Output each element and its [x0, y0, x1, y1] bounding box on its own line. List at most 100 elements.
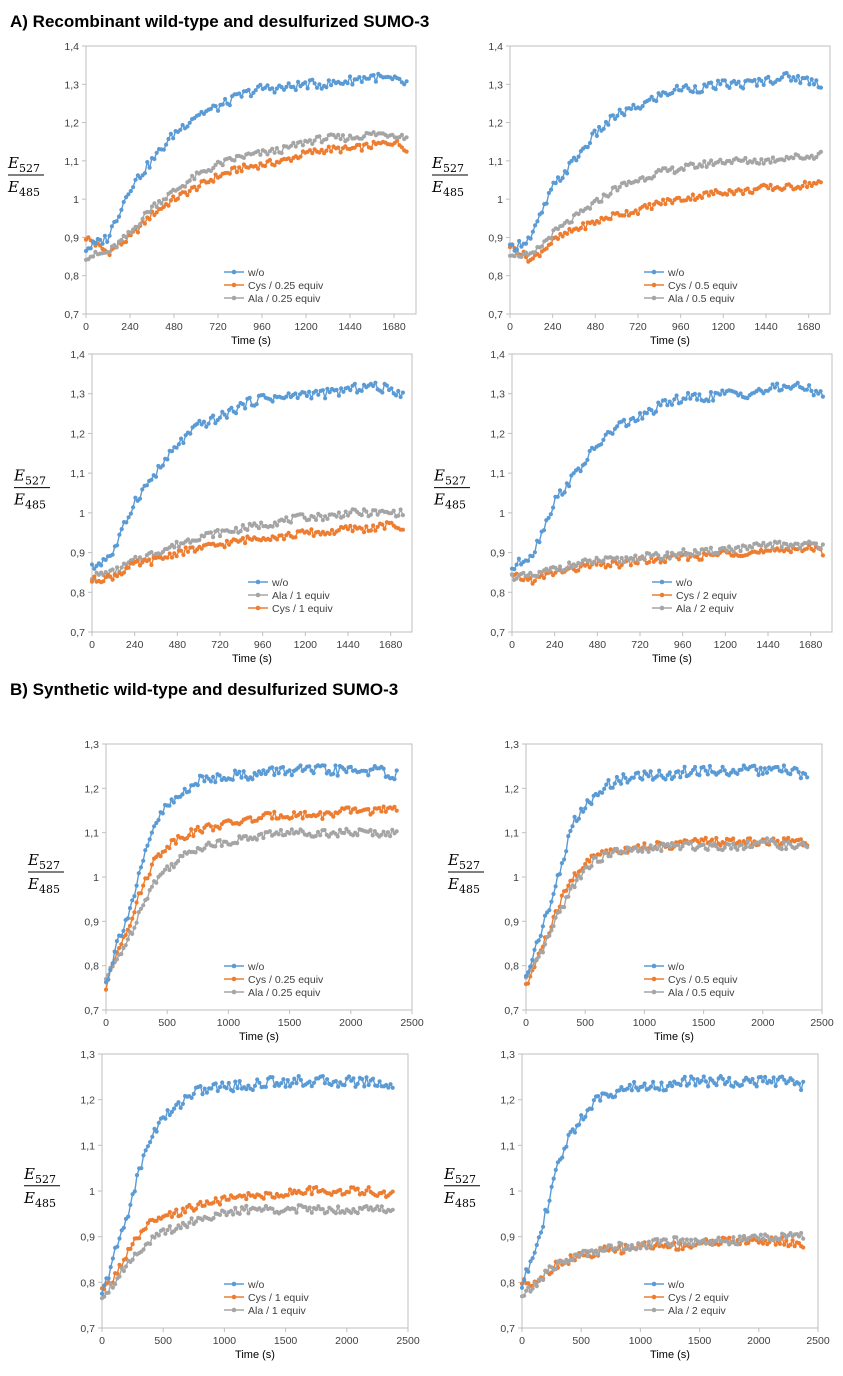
data-point — [119, 933, 124, 939]
data-point — [309, 1210, 314, 1215]
data-point — [792, 1244, 797, 1249]
data-point — [240, 536, 245, 541]
y-tick-label: 1,3 — [70, 389, 85, 401]
data-point — [535, 573, 540, 579]
data-point — [305, 86, 310, 91]
data-point — [243, 406, 248, 411]
data-point — [657, 843, 662, 848]
data-point — [180, 1206, 185, 1211]
legend-entry: w/o — [644, 1279, 685, 1291]
data-point — [680, 770, 685, 775]
x-tick-label: 2500 — [400, 1017, 424, 1029]
x-tick-label: 480 — [589, 639, 607, 651]
data-point — [562, 1260, 567, 1266]
y-tick-label: 0,7 — [64, 309, 79, 321]
data-point — [670, 201, 675, 206]
data-point — [720, 764, 725, 769]
data-point — [133, 495, 138, 500]
data-point — [176, 442, 181, 447]
data-point — [737, 1234, 742, 1239]
data-point — [691, 1242, 696, 1248]
data-point — [386, 1085, 391, 1090]
data-point — [272, 1083, 277, 1089]
data-point — [726, 842, 732, 847]
data-point — [270, 524, 275, 529]
data-point — [373, 528, 378, 533]
data-point — [547, 1198, 552, 1203]
data-point — [649, 408, 654, 413]
data-point — [622, 113, 627, 118]
data-point — [246, 87, 251, 92]
data-point — [573, 563, 579, 569]
data-point — [679, 400, 684, 405]
data-point — [615, 113, 620, 118]
data-point — [320, 518, 325, 523]
data-point — [793, 78, 798, 83]
data-point — [138, 175, 143, 181]
series-line-wo — [101, 1074, 394, 1294]
data-point — [555, 226, 561, 232]
data-point — [293, 535, 298, 540]
data-point — [101, 579, 106, 584]
x-tick-label: 2500 — [806, 1335, 830, 1347]
data-point — [371, 383, 376, 389]
data-point — [704, 84, 709, 89]
data-point — [714, 835, 719, 841]
data-point — [338, 150, 343, 155]
data-point — [623, 1247, 628, 1252]
data-point — [576, 816, 581, 821]
data-point — [714, 1083, 719, 1088]
data-point — [204, 1090, 209, 1095]
data-point — [178, 1213, 183, 1218]
data-point — [663, 398, 668, 403]
y-tick-label: 0,9 — [490, 548, 505, 560]
legend-entry: Ala / 2 equiv — [644, 1305, 727, 1317]
data-point — [583, 461, 588, 466]
y-tick-label: 1,4 — [490, 349, 505, 361]
data-point — [796, 770, 801, 775]
data-point — [646, 774, 651, 779]
data-point — [606, 122, 611, 127]
data-point — [169, 797, 174, 802]
data-point — [633, 844, 638, 850]
data-point — [108, 1265, 113, 1270]
data-point — [191, 1091, 196, 1096]
data-point — [166, 203, 171, 208]
data-point — [372, 829, 377, 834]
data-point — [540, 950, 545, 955]
data-point — [131, 227, 136, 232]
data-point — [555, 236, 561, 241]
chart-svg-6: 0,70,80,911,11,21,30 500 1000 1500 2000 2500T… — [447, 739, 834, 1043]
data-point — [615, 188, 620, 193]
data-point — [322, 763, 327, 768]
x-axis-label: Time (s) — [654, 1031, 694, 1043]
x-tick-label: 1200 — [712, 321, 736, 333]
data-point — [313, 388, 319, 393]
data-point — [329, 83, 334, 88]
data-point — [364, 1188, 369, 1193]
data-point — [613, 184, 618, 190]
data-point — [617, 107, 622, 112]
data-point — [336, 145, 341, 150]
data-point — [697, 551, 702, 556]
data-point — [300, 816, 305, 821]
series-cys — [509, 543, 825, 586]
data-point — [134, 1173, 140, 1178]
data-point — [382, 526, 387, 531]
data-point — [149, 550, 154, 555]
data-point — [176, 859, 181, 864]
legend-entry: Cys / 0.5 equiv — [644, 974, 738, 986]
legend-entry: Cys / 0.25 equiv — [224, 974, 324, 986]
data-point — [782, 186, 787, 191]
data-point — [708, 1238, 713, 1244]
data-point — [663, 777, 668, 782]
data-point — [684, 1237, 689, 1242]
data-point — [336, 510, 341, 515]
data-point — [232, 158, 237, 163]
data-point — [617, 184, 622, 190]
data-point — [390, 1085, 395, 1090]
data-point — [138, 891, 144, 896]
data-point — [759, 543, 764, 548]
data-point — [126, 565, 131, 570]
data-point — [359, 513, 364, 518]
